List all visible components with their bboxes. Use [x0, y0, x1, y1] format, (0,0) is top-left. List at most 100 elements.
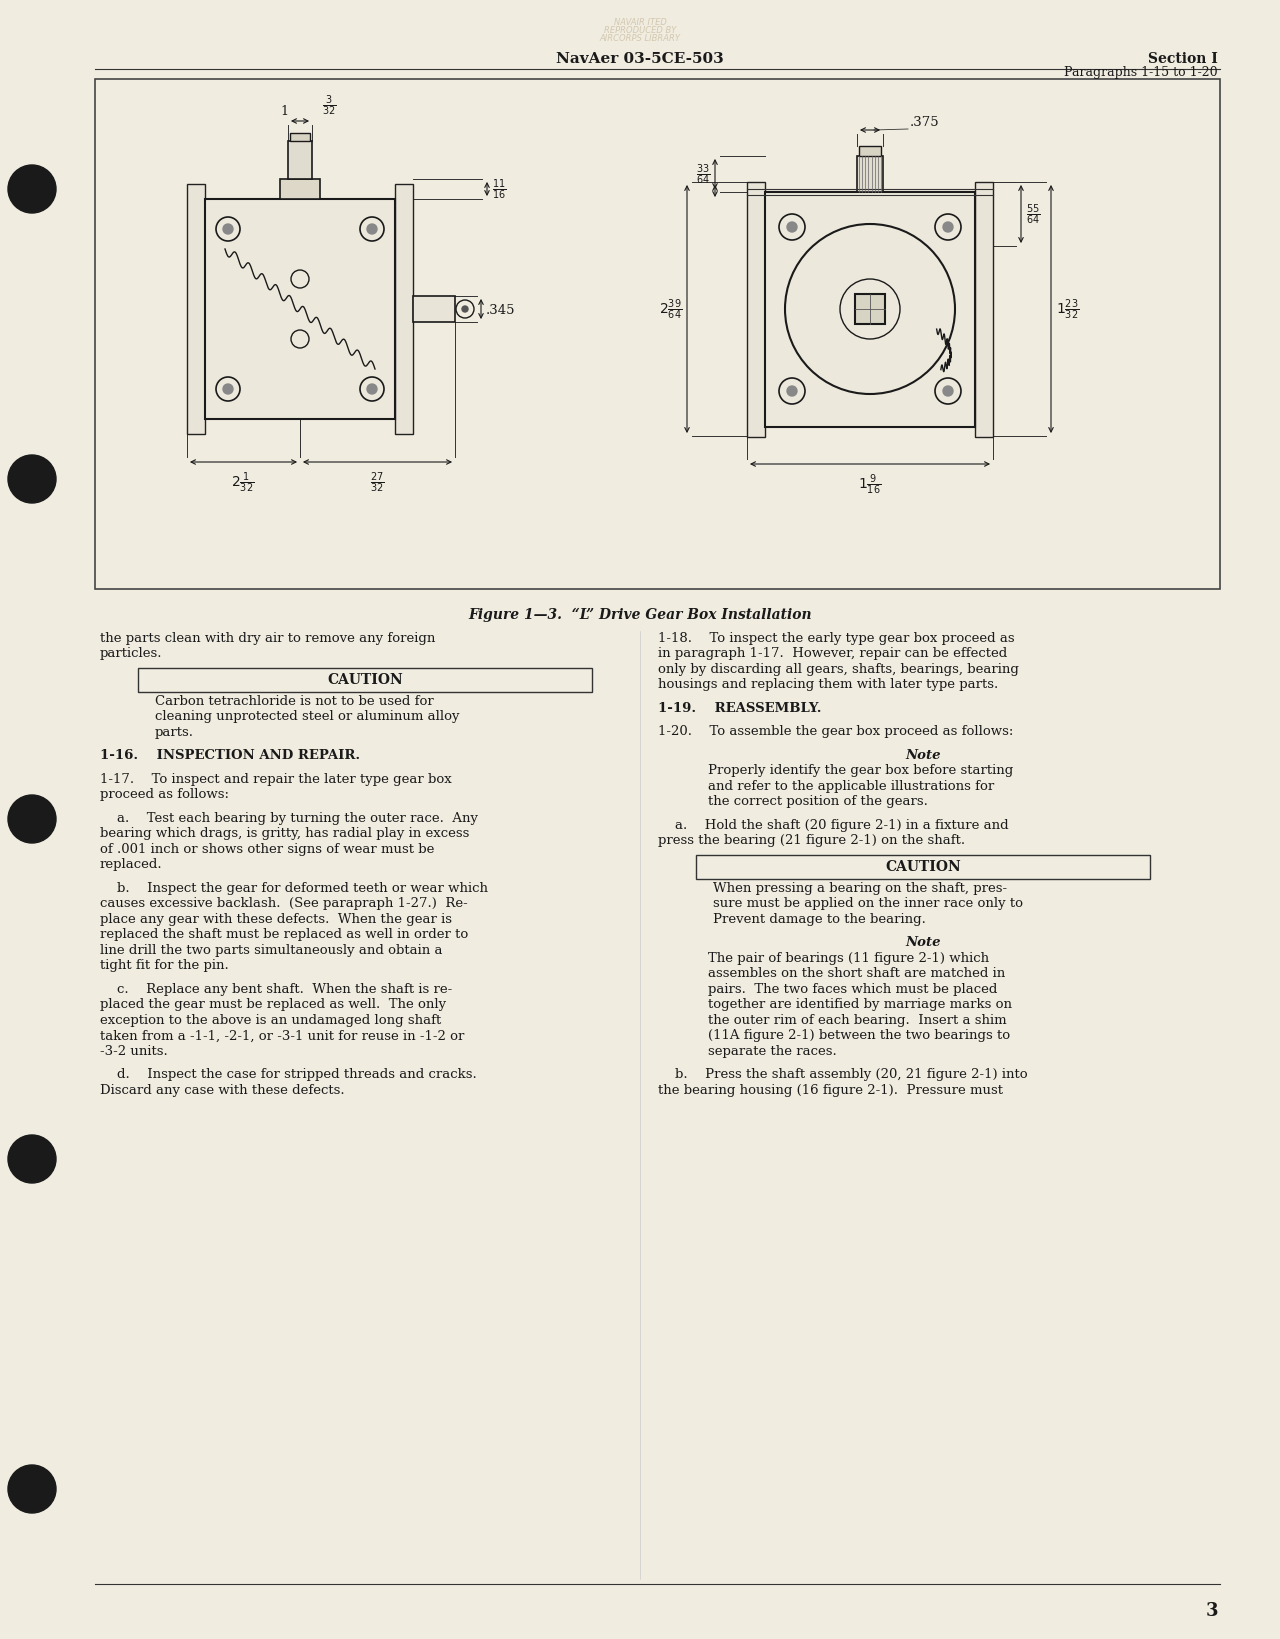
Text: $2\frac{1}{32}$: $2\frac{1}{32}$ — [232, 470, 255, 495]
Text: The pair of bearings (11 figure 2-1) which: The pair of bearings (11 figure 2-1) whi… — [708, 951, 989, 964]
Text: b.  Inspect the gear for deformed teeth or wear which: b. Inspect the gear for deformed teeth o… — [100, 882, 488, 895]
Bar — [280, 180, 320, 200]
Bar — [413, 297, 454, 323]
Text: a.  Test each bearing by turning the outer race.  Any: a. Test each bearing by turning the oute… — [100, 811, 477, 824]
Bar — [748, 184, 765, 438]
Text: NAVAIR ITED: NAVAIR ITED — [613, 18, 667, 26]
Circle shape — [367, 385, 378, 395]
Text: (11A figure 2-1) between the two bearings to: (11A figure 2-1) between the two bearing… — [708, 1029, 1010, 1042]
Text: place any gear with these defects.  When the gear is: place any gear with these defects. When … — [100, 913, 452, 926]
Text: $1\frac{9}{16}$: $1\frac{9}{16}$ — [859, 472, 882, 497]
Text: of .001 inch or shows other signs of wear must be: of .001 inch or shows other signs of wea… — [100, 842, 434, 856]
Text: Prevent damage to the bearing.: Prevent damage to the bearing. — [713, 913, 925, 926]
Text: CAUTION: CAUTION — [886, 859, 961, 874]
Text: the correct position of the gears.: the correct position of the gears. — [708, 795, 928, 808]
Bar — [205, 200, 396, 420]
Text: placed the gear must be replaced as well.  The only: placed the gear must be replaced as well… — [100, 998, 447, 1011]
Text: .375: .375 — [910, 116, 940, 129]
Text: d.  Inspect the case for stripped threads and cracks.: d. Inspect the case for stripped threads… — [100, 1069, 476, 1080]
Text: CAUTION: CAUTION — [328, 672, 403, 687]
Bar — [95, 80, 1220, 590]
Text: replaced the shaft must be replaced as well in order to: replaced the shaft must be replaced as w… — [100, 928, 468, 941]
Text: 1-16.    INSPECTION AND REPAIR.: 1-16. INSPECTION AND REPAIR. — [100, 749, 360, 762]
Text: press the bearing (21 figure 2-1) on the shaft.: press the bearing (21 figure 2-1) on the… — [658, 834, 965, 847]
Text: 1-20.  To assemble the gear box proceed as follows:: 1-20. To assemble the gear box proceed a… — [658, 724, 1014, 738]
Text: 1-18.  To inspect the early type gear box proceed as: 1-18. To inspect the early type gear box… — [658, 631, 1015, 644]
Text: parts.: parts. — [155, 726, 195, 739]
Text: 1-19.    REASSEMBLY.: 1-19. REASSEMBLY. — [658, 701, 822, 715]
Text: $\frac{55}{64}$: $\frac{55}{64}$ — [1027, 203, 1041, 228]
Circle shape — [787, 223, 797, 233]
Text: assembles on the short shaft are matched in: assembles on the short shaft are matched… — [708, 967, 1005, 980]
Text: line drill the two parts simultaneously and obtain a: line drill the two parts simultaneously … — [100, 944, 443, 957]
Text: the parts clean with dry air to remove any foreign: the parts clean with dry air to remove a… — [100, 631, 435, 644]
Text: $1\frac{23}{32}$: $1\frac{23}{32}$ — [1056, 298, 1079, 321]
Bar — [859, 148, 881, 157]
Text: a.  Hold the shaft (20 figure 2-1) in a fixture and: a. Hold the shaft (20 figure 2-1) in a f… — [658, 818, 1009, 831]
Bar — [855, 295, 884, 325]
Text: $\frac{3}{32}$: $\frac{3}{32}$ — [323, 93, 337, 118]
Text: 1-17.  To inspect and repair the later type gear box: 1-17. To inspect and repair the later ty… — [100, 772, 452, 785]
Circle shape — [8, 795, 56, 844]
Text: together are identified by marriage marks on: together are identified by marriage mark… — [708, 998, 1012, 1011]
Text: REPRODUCED BY: REPRODUCED BY — [604, 26, 676, 34]
Circle shape — [223, 225, 233, 234]
Text: cleaning unprotected steel or aluminum alloy: cleaning unprotected steel or aluminum a… — [155, 710, 460, 723]
Text: particles.: particles. — [100, 647, 163, 661]
Text: the outer rim of each bearing.  Insert a shim: the outer rim of each bearing. Insert a … — [708, 1013, 1006, 1026]
Bar — [288, 143, 312, 180]
Bar — [396, 185, 413, 434]
Circle shape — [943, 387, 954, 397]
Text: housings and replacing them with later type parts.: housings and replacing them with later t… — [658, 679, 998, 692]
Bar — [291, 134, 310, 143]
Circle shape — [462, 306, 468, 313]
Text: and refer to the applicable illustrations for: and refer to the applicable illustration… — [708, 780, 995, 793]
Text: $\frac{27}{32}$: $\frac{27}{32}$ — [370, 470, 384, 495]
Circle shape — [8, 1465, 56, 1513]
Text: .345: .345 — [486, 303, 516, 316]
Text: proceed as follows:: proceed as follows: — [100, 788, 229, 801]
Circle shape — [8, 456, 56, 503]
Bar — [858, 157, 883, 193]
Text: AIRCORPS LIBRARY: AIRCORPS LIBRARY — [599, 34, 681, 43]
Bar — [765, 193, 975, 428]
Text: in paragraph 1-17.  However, repair can be effected: in paragraph 1-17. However, repair can b… — [658, 647, 1007, 661]
Text: bearing which drags, is gritty, has radial play in excess: bearing which drags, is gritty, has radi… — [100, 828, 470, 839]
Bar — [187, 185, 205, 434]
Text: Discard any case with these defects.: Discard any case with these defects. — [100, 1083, 344, 1096]
Text: Note: Note — [905, 749, 941, 762]
Text: separate the races.: separate the races. — [708, 1044, 837, 1057]
Text: Figure 1—3.  “L” Drive Gear Box Installation: Figure 1—3. “L” Drive Gear Box Installat… — [468, 608, 812, 621]
Text: exception to the above is an undamaged long shaft: exception to the above is an undamaged l… — [100, 1013, 442, 1026]
Bar — [975, 184, 993, 438]
Text: taken from a -1-1, -2-1, or -3-1 unit for reuse in -1-2 or: taken from a -1-1, -2-1, or -3-1 unit fo… — [100, 1029, 465, 1042]
Text: Properly identify the gear box before starting: Properly identify the gear box before st… — [708, 764, 1014, 777]
Text: only by discarding all gears, shafts, bearings, bearing: only by discarding all gears, shafts, be… — [658, 662, 1019, 675]
Text: tight fit for the pin.: tight fit for the pin. — [100, 959, 229, 972]
Text: 3: 3 — [1206, 1601, 1219, 1619]
Text: When pressing a bearing on the shaft, pres-: When pressing a bearing on the shaft, pr… — [713, 882, 1007, 895]
Text: c.  Replace any bent shaft.  When the shaft is re-: c. Replace any bent shaft. When the shaf… — [100, 982, 452, 995]
Text: Section I: Section I — [1148, 52, 1219, 66]
Circle shape — [367, 225, 378, 234]
Text: $2\frac{39}{64}$: $2\frac{39}{64}$ — [659, 298, 682, 321]
Text: replaced.: replaced. — [100, 857, 163, 870]
Text: $\frac{11}{16}$: $\frac{11}{16}$ — [492, 177, 507, 202]
Text: pairs.  The two faces which must be placed: pairs. The two faces which must be place… — [708, 982, 997, 995]
Circle shape — [787, 387, 797, 397]
Text: Note: Note — [905, 936, 941, 949]
Text: $\frac{33}{64}$: $\frac{33}{64}$ — [695, 162, 710, 187]
Text: sure must be applied on the inner race only to: sure must be applied on the inner race o… — [713, 897, 1023, 910]
Circle shape — [223, 385, 233, 395]
Circle shape — [8, 1136, 56, 1183]
Text: Paragraphs 1-15 to 1-20: Paragraphs 1-15 to 1-20 — [1065, 66, 1219, 79]
Text: the bearing housing (16 figure 2-1).  Pressure must: the bearing housing (16 figure 2-1). Pre… — [658, 1083, 1004, 1096]
Circle shape — [8, 166, 56, 213]
Text: b.  Press the shaft assembly (20, 21 figure 2-1) into: b. Press the shaft assembly (20, 21 figu… — [658, 1069, 1028, 1080]
Text: NavAer 03-5CE-503: NavAer 03-5CE-503 — [556, 52, 724, 66]
Text: Carbon tetrachloride is not to be used for: Carbon tetrachloride is not to be used f… — [155, 695, 434, 708]
Circle shape — [943, 223, 954, 233]
Text: -3-2 units.: -3-2 units. — [100, 1044, 168, 1057]
Text: 1: 1 — [280, 105, 288, 118]
Text: causes excessive backlash.  (See parapraph 1-27.)  Re-: causes excessive backlash. (See paraprap… — [100, 897, 467, 910]
